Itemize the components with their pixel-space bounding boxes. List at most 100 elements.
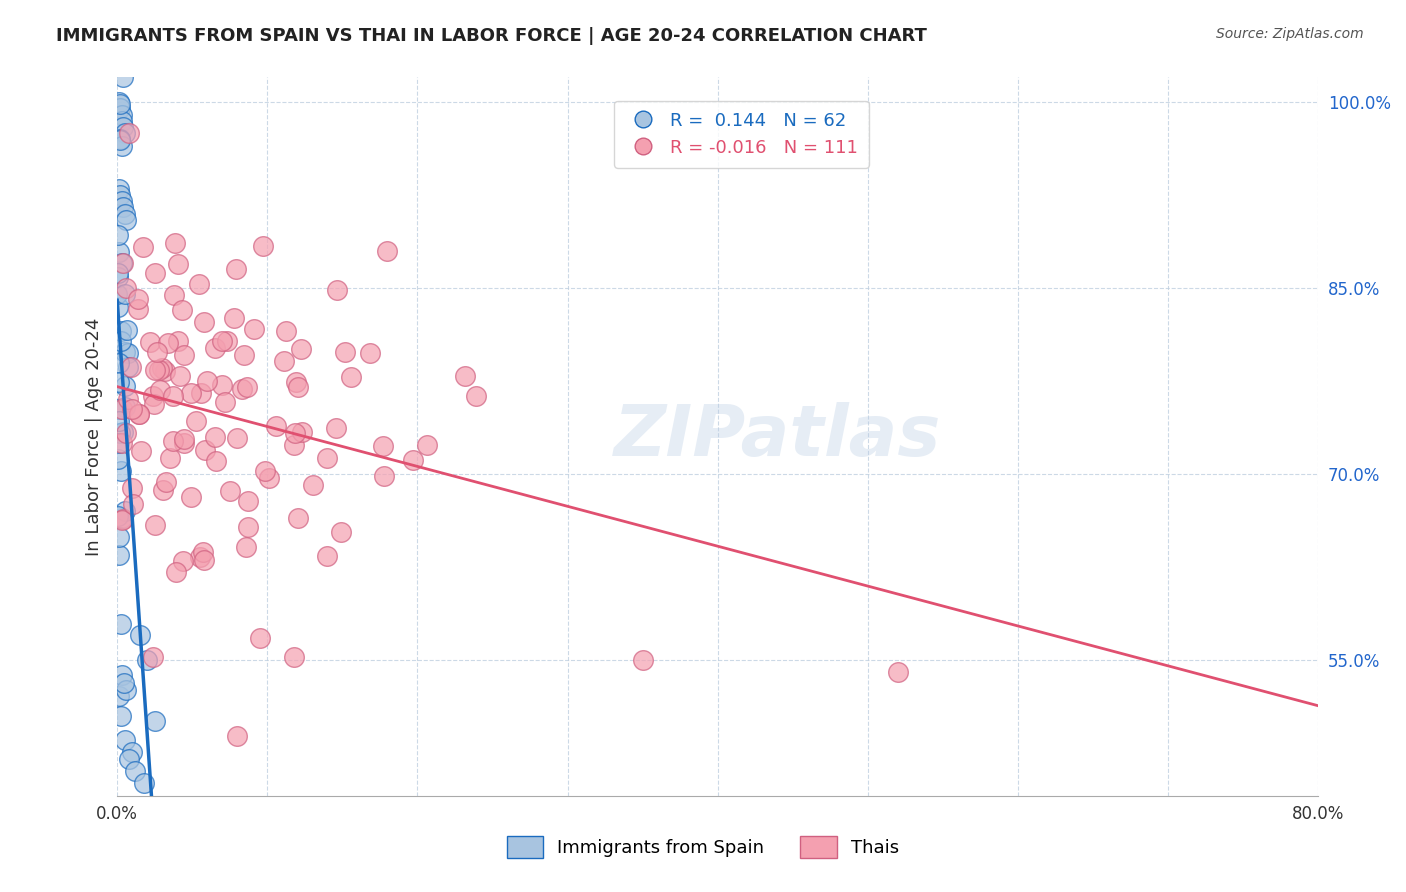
Point: [127, 301, 149, 316]
Point: [143, 517, 166, 532]
Point: [111, 401, 134, 416]
Point: [111, 138, 134, 153]
Point: [108, 414, 131, 428]
Point: [166, 334, 188, 348]
Point: [114, 207, 136, 221]
Point: [273, 353, 295, 368]
Point: [117, 360, 139, 375]
Point: [115, 212, 138, 227]
Point: [142, 650, 165, 665]
Point: [225, 261, 247, 276]
Point: [118, 126, 141, 140]
Point: [165, 565, 187, 579]
Point: [235, 540, 257, 554]
Point: [107, 182, 129, 196]
Point: [129, 444, 152, 458]
Point: [115, 323, 138, 337]
Point: [204, 341, 226, 355]
Point: [110, 464, 132, 478]
Point: [195, 374, 218, 388]
Point: [112, 256, 135, 270]
Point: [112, 676, 135, 690]
Point: [285, 375, 308, 389]
Point: [163, 235, 186, 250]
Point: [187, 277, 209, 292]
Point: [373, 439, 395, 453]
Point: [114, 379, 136, 393]
Point: [235, 380, 257, 394]
Point: [205, 454, 228, 468]
Point: [218, 484, 240, 499]
Point: [170, 303, 193, 318]
Point: [149, 383, 172, 397]
Point: [377, 244, 399, 258]
Point: [111, 402, 134, 417]
Point: [107, 286, 129, 301]
Point: [107, 269, 129, 284]
Point: [284, 426, 307, 441]
Point: [141, 388, 163, 402]
Point: [173, 348, 195, 362]
Point: [150, 361, 173, 376]
Point: [115, 682, 138, 697]
Point: [108, 436, 131, 450]
Point: [180, 490, 202, 504]
Point: [887, 665, 910, 679]
Point: [110, 616, 132, 631]
Point: [416, 438, 439, 452]
Point: [128, 628, 150, 642]
Point: [243, 322, 266, 336]
Point: [127, 292, 149, 306]
Point: [252, 239, 274, 253]
Point: [211, 378, 233, 392]
Point: [111, 256, 134, 270]
Point: [117, 345, 139, 359]
Point: [108, 689, 131, 703]
Point: [121, 746, 143, 760]
Point: [325, 421, 347, 435]
Point: [120, 359, 142, 374]
Point: [112, 201, 135, 215]
Point: [329, 524, 352, 539]
Point: [124, 764, 146, 778]
Point: [111, 107, 134, 121]
Point: [132, 240, 155, 254]
Point: [190, 386, 212, 401]
Legend: Immigrants from Spain, Thais: Immigrants from Spain, Thais: [499, 829, 907, 865]
Point: [114, 126, 136, 140]
Point: [226, 729, 249, 743]
Point: [283, 438, 305, 452]
Point: [266, 419, 288, 434]
Point: [107, 245, 129, 260]
Point: [112, 512, 135, 526]
Point: [117, 392, 139, 407]
Point: [108, 375, 131, 389]
Text: ZIPatlas: ZIPatlas: [614, 402, 942, 471]
Point: [402, 452, 425, 467]
Point: [172, 554, 194, 568]
Point: [115, 281, 138, 295]
Point: [107, 356, 129, 370]
Point: [108, 188, 131, 202]
Point: [108, 97, 131, 112]
Point: [465, 389, 488, 403]
Point: [110, 334, 132, 348]
Point: [112, 120, 135, 134]
Point: [453, 369, 475, 384]
Point: [214, 394, 236, 409]
Point: [211, 334, 233, 349]
Point: [173, 432, 195, 446]
Point: [340, 369, 363, 384]
Point: [162, 434, 184, 448]
Point: [110, 324, 132, 338]
Point: [107, 95, 129, 110]
Point: [204, 430, 226, 444]
Point: [143, 363, 166, 377]
Point: [226, 431, 249, 445]
Point: [302, 478, 325, 492]
Point: [287, 380, 309, 394]
Point: [108, 548, 131, 562]
Point: [114, 504, 136, 518]
Point: [111, 113, 134, 128]
Point: [153, 364, 176, 378]
